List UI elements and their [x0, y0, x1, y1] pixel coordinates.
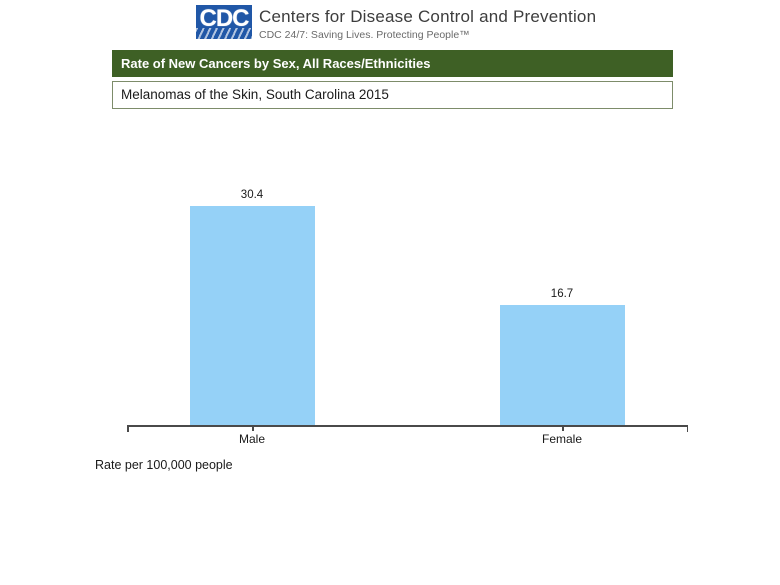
bar-value-male: 30.4 [240, 189, 264, 201]
logo-stripes-decoration [196, 28, 252, 39]
cdc-logo: CDC [196, 5, 252, 39]
cdc-logo-text: CDC [199, 5, 250, 32]
bar-female [499, 305, 625, 425]
rate-units-footnote: Rate per 100,000 people [95, 458, 233, 472]
category-label-male: Male [238, 432, 265, 446]
bar-male [189, 206, 315, 425]
chart-subtitle-box: Melanomas of the Skin, South Carolina 20… [112, 81, 673, 109]
category-label-female: Female [541, 432, 582, 446]
org-name: Centers for Disease Control and Preventi… [259, 7, 597, 26]
axis-tick-male [252, 425, 254, 431]
bar-value-female: 16.7 [550, 288, 574, 300]
axis-tick-female [562, 425, 564, 431]
axis-end-tick-right [686, 425, 688, 432]
x-axis-line [127, 425, 688, 427]
axis-end-tick-left [127, 425, 129, 432]
chart-title-bar: Rate of New Cancers by Sex, All Races/Et… [112, 50, 673, 77]
org-tagline: CDC 24/7: Saving Lives. Protecting Peopl… [259, 29, 470, 41]
header-text-block: Centers for Disease Control and Preventi… [259, 7, 596, 41]
bar-chart: 30.4 Male 16.7 Female [127, 180, 688, 460]
